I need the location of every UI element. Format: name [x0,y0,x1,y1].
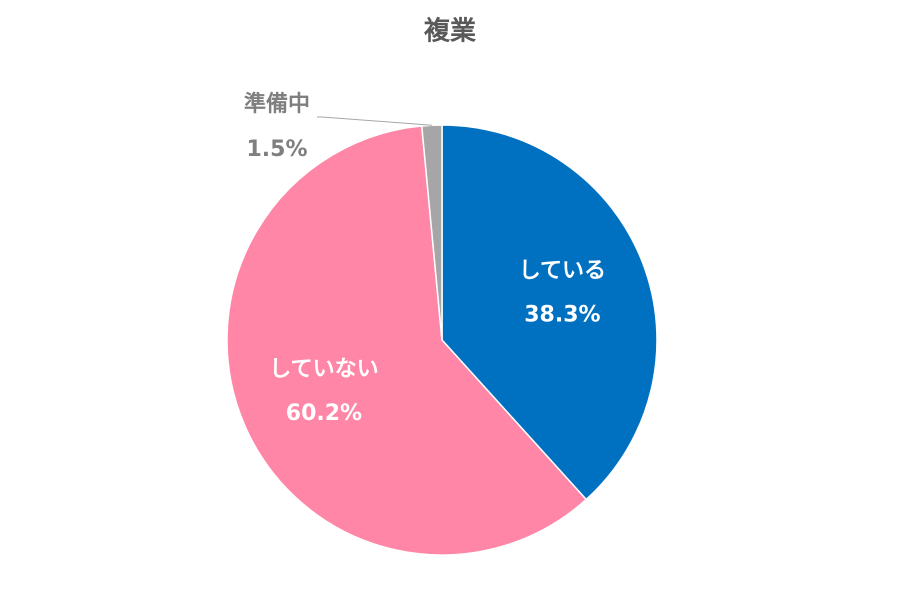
slice-label: していない [269,357,378,382]
leader-line [317,116,432,126]
slice-value-label: 1.5% [246,137,307,162]
slice-label: している [519,259,606,284]
slice-value-label: 38.3% [524,303,600,328]
slice-label: 準備中 [244,91,310,117]
pie-slice [226,125,588,556]
chart-title: 複業 [424,16,476,47]
pie-slice [441,124,658,501]
pie-slice [420,124,443,341]
slice-value-label: 60.2% [286,401,362,426]
